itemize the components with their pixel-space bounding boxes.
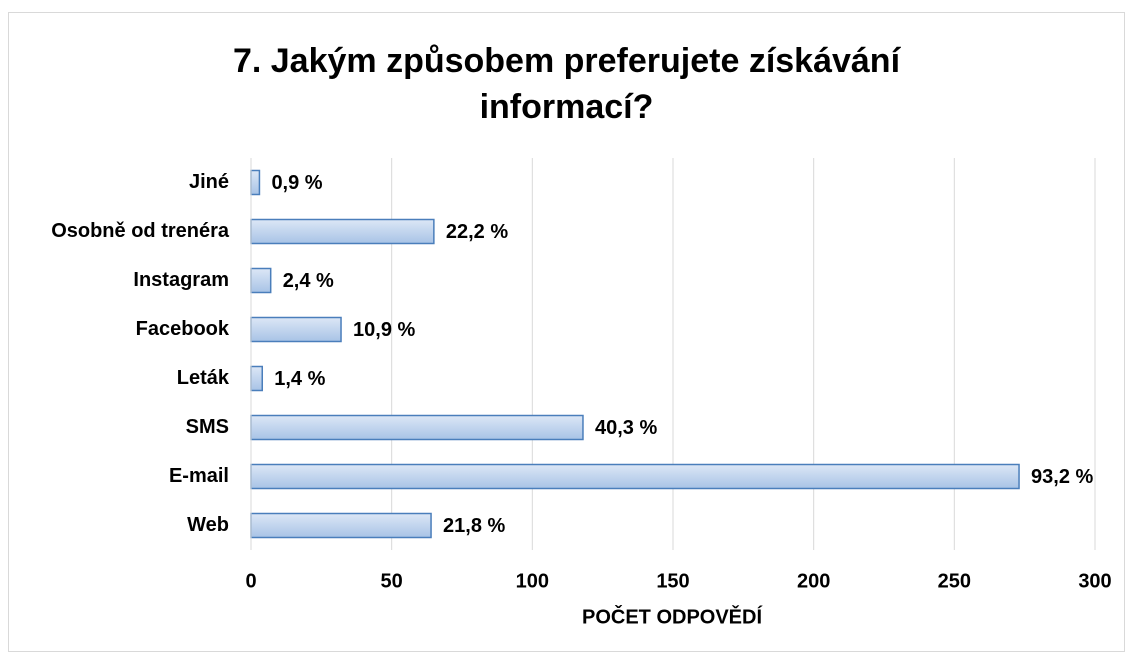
x-tick-label: 0 <box>245 570 256 592</box>
x-tick-label: 100 <box>516 570 549 592</box>
bar <box>250 218 435 245</box>
y-tick-label: SMS <box>186 416 229 438</box>
bar <box>250 414 584 441</box>
data-label: 40,3 % <box>595 417 657 439</box>
bar <box>250 365 264 392</box>
bar <box>250 512 432 539</box>
x-tick-label: 150 <box>656 570 689 592</box>
y-tick-label: E-mail <box>169 465 229 487</box>
y-tick-label: Osobně od trenéra <box>51 220 230 242</box>
bar <box>250 169 261 196</box>
bar <box>250 316 342 343</box>
y-tick-label: Leták <box>177 367 230 389</box>
y-tick-label: Facebook <box>136 318 230 340</box>
data-label: 10,9 % <box>353 319 415 341</box>
data-label: 93,2 % <box>1031 466 1093 488</box>
x-tick-label: 50 <box>381 570 403 592</box>
x-tick-label: 200 <box>797 570 830 592</box>
chart-frame <box>8 12 1125 652</box>
x-tick-label: 250 <box>938 570 971 592</box>
data-label: 22,2 % <box>446 221 508 243</box>
data-label: 1,4 % <box>274 368 325 390</box>
chart-title: 7. Jakým způsobem preferujete získávání … <box>232 42 901 126</box>
data-label: 2,4 % <box>283 270 334 292</box>
x-tick-label: 300 <box>1078 570 1111 592</box>
bar <box>250 463 1020 490</box>
y-tick-label: Jiné <box>189 171 229 193</box>
bar <box>250 267 272 294</box>
y-tick-label: Instagram <box>133 269 229 291</box>
y-tick-label: Web <box>187 514 229 536</box>
data-label: 21,8 % <box>443 515 505 537</box>
data-label: 0,9 % <box>271 172 322 194</box>
x-axis-title: POČET ODPOVĚDÍ <box>582 604 762 628</box>
